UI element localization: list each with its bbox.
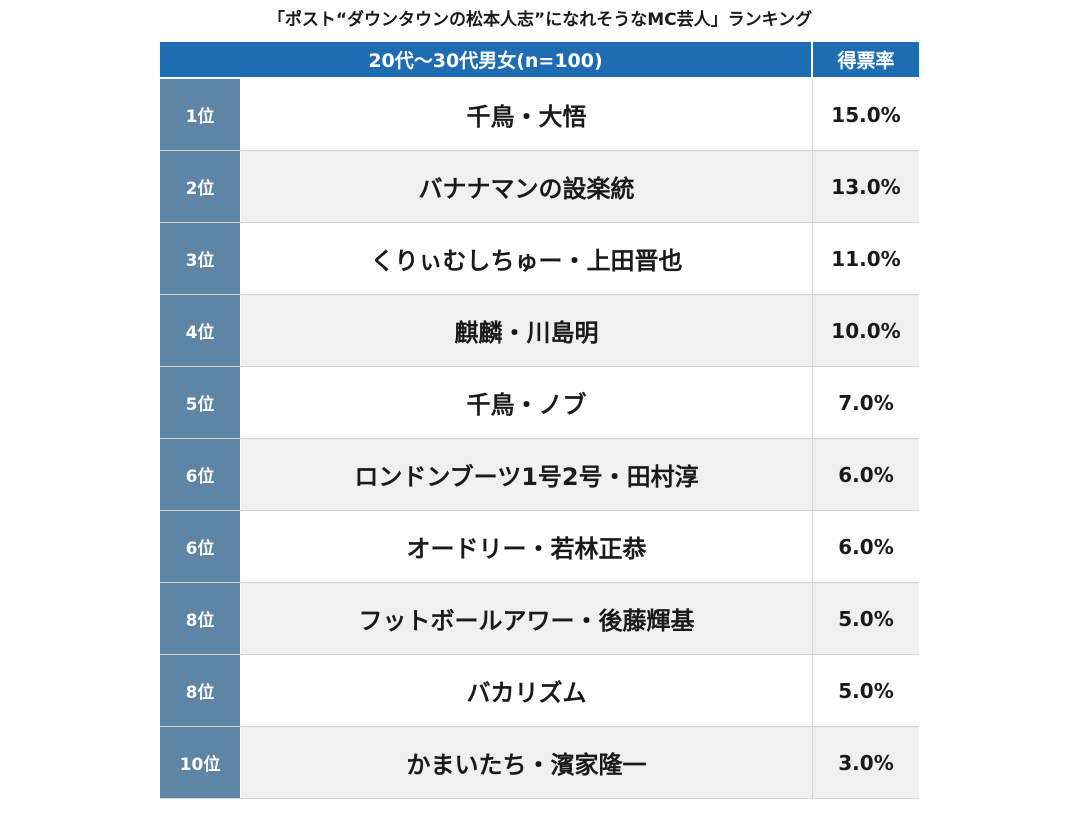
vote-share: 5.0% [813,583,919,654]
vote-share: 3.0% [813,727,919,798]
entertainer-name: ロンドンブーツ1号2号・田村淳 [241,439,813,510]
entertainer-name: 麒麟・川島明 [241,295,813,366]
table-header: 20代〜30代男女(n=100) 得票率 [160,42,919,79]
vote-share: 15.0% [813,79,919,150]
vote-share: 5.0% [813,655,919,726]
header-share-label: 得票率 [813,42,919,77]
rank-label: 8位 [160,583,241,654]
table-row: 10位 かまいたち・濱家隆一 3.0% [160,727,919,799]
entertainer-name: くりぃむしちゅー・上田晋也 [241,223,813,294]
rank-label: 6位 [160,439,241,510]
rank-label: 10位 [160,727,241,798]
header-group-label: 20代〜30代男女(n=100) [160,42,813,77]
rank-label: 1位 [160,79,241,150]
vote-share: 6.0% [813,511,919,582]
entertainer-name: フットボールアワー・後藤輝基 [241,583,813,654]
rank-label: 6位 [160,511,241,582]
table-row: 8位 バカリズム 5.0% [160,655,919,727]
entertainer-name: かまいたち・濱家隆一 [241,727,813,798]
table-row: 6位 オードリー・若林正恭 6.0% [160,511,919,583]
entertainer-name: バカリズム [241,655,813,726]
page-title: 「ポスト“ダウンタウンの松本人志”になれそうなMC芸人」ランキング [267,10,813,30]
entertainer-name: 千鳥・ノブ [241,367,813,438]
table-row: 3位 くりぃむしちゅー・上田晋也 11.0% [160,223,919,295]
rank-label: 5位 [160,367,241,438]
table-row: 2位 バナナマンの設楽統 13.0% [160,151,919,223]
rank-label: 3位 [160,223,241,294]
entertainer-name: オードリー・若林正恭 [241,511,813,582]
rank-label: 2位 [160,151,241,222]
vote-share: 7.0% [813,367,919,438]
rank-label: 4位 [160,295,241,366]
table-row: 5位 千鳥・ノブ 7.0% [160,367,919,439]
vote-share: 6.0% [813,439,919,510]
ranking-table: 20代〜30代男女(n=100) 得票率 1位 千鳥・大悟 15.0% 2位 バ… [160,42,919,799]
rank-label: 8位 [160,655,241,726]
vote-share: 11.0% [813,223,919,294]
table-row: 8位 フットボールアワー・後藤輝基 5.0% [160,583,919,655]
table-row: 6位 ロンドンブーツ1号2号・田村淳 6.0% [160,439,919,511]
table-row: 1位 千鳥・大悟 15.0% [160,79,919,151]
vote-share: 10.0% [813,295,919,366]
entertainer-name: 千鳥・大悟 [241,79,813,150]
entertainer-name: バナナマンの設楽統 [241,151,813,222]
table-row: 4位 麒麟・川島明 10.0% [160,295,919,367]
vote-share: 13.0% [813,151,919,222]
